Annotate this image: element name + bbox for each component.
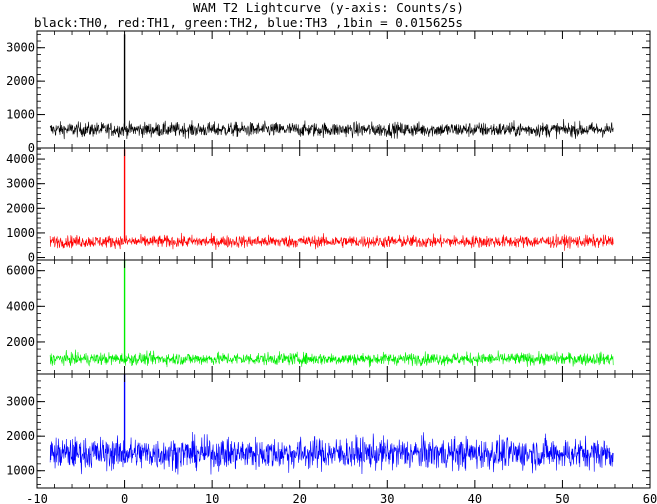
series-line-th0 [49, 119, 614, 140]
y-tick-label: 3000 [6, 395, 35, 409]
y-tick-label: 6000 [6, 264, 35, 278]
x-tick-label: 20 [292, 492, 306, 504]
x-tick-label: 40 [468, 492, 482, 504]
y-tick-label: 3000 [6, 41, 35, 55]
y-tick-label: 3000 [6, 177, 35, 191]
y-tick-label: 1000 [6, 226, 35, 240]
y-tick-label: 2000 [6, 74, 35, 88]
x-tick-label: 60 [643, 492, 657, 504]
y-tick-label: 2000 [6, 335, 35, 349]
y-tick-label: 1000 [6, 108, 35, 122]
panel-frame [36, 147, 651, 261]
y-tick-label: 0 [28, 251, 35, 265]
y-tick-label: 2000 [6, 429, 35, 443]
chart-subtitle: black:TH0, red:TH1, green:TH2, blue:TH3 … [34, 15, 463, 30]
panel-frame [36, 373, 651, 489]
y-tick-label: 1000 [6, 464, 35, 478]
series-line-th1 [49, 232, 614, 251]
chart-title: WAM T2 Lightcurve (y-axis: Counts/s) [193, 0, 464, 15]
x-tick-label: 0 [121, 492, 128, 504]
y-tick-label: 0 [28, 141, 35, 155]
x-tick-label: -10 [26, 492, 48, 504]
y-tick-label: 4000 [6, 152, 35, 166]
y-tick-label: 2000 [6, 201, 35, 215]
series-line-th3 [49, 431, 614, 475]
series-line-th2 [49, 349, 614, 368]
x-tick-label: 10 [205, 492, 219, 504]
x-tick-label: 30 [380, 492, 394, 504]
y-tick-label: 4000 [6, 299, 35, 313]
x-tick-label: 50 [555, 492, 569, 504]
